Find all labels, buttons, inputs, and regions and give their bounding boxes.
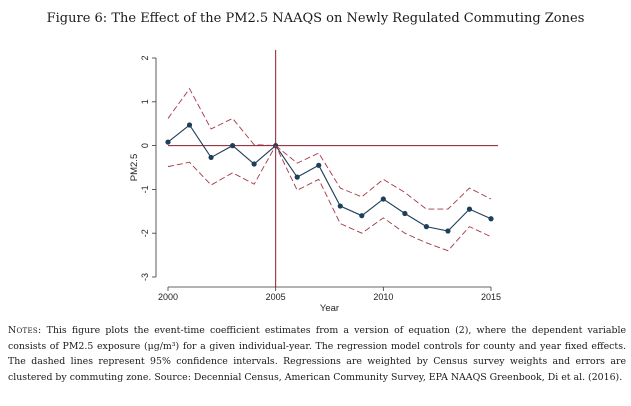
point-estimate — [186, 122, 193, 128]
axes: -3 -2 -1 0 1 2 2000 2005 2010 2015 — [140, 55, 501, 302]
y-axis-label: PM2.5 — [129, 154, 140, 181]
notes-text: This figure plots the event-time coeffic… — [8, 325, 626, 383]
point-estimate — [316, 162, 322, 168]
y-tick-label: -2 — [140, 229, 150, 237]
point-estimate — [208, 154, 214, 161]
y-tick-label: -3 — [140, 273, 150, 281]
point-estimate — [466, 206, 473, 212]
point-estimate — [165, 139, 171, 145]
y-tick-label: 1 — [140, 99, 150, 104]
point-estimate — [251, 161, 257, 167]
x-axis-label: Year — [320, 303, 339, 314]
point-estimate — [294, 174, 300, 180]
x-tick-label: 2005 — [266, 292, 286, 302]
y-tick-label: 2 — [140, 55, 150, 60]
x-tick-label: 2000 — [158, 292, 178, 302]
figure-title: Figure 6: The Effect of the PM2.5 NAAQS … — [46, 11, 585, 26]
point-estimate — [488, 216, 494, 222]
axis-labels: Year PM2.5 — [129, 154, 339, 314]
figure-notes: Notes: This figure plots the event-time … — [8, 323, 626, 385]
point-estimate — [337, 203, 343, 209]
series-upper-95-ci-line — [167, 87, 492, 210]
point-estimate — [380, 196, 386, 202]
y-tick-label: 0 — [140, 143, 150, 148]
point-estimate — [445, 228, 451, 234]
point-estimate — [402, 210, 408, 217]
series-lower-95-ci-line — [167, 144, 492, 252]
series-estimate-line — [167, 124, 492, 232]
y-tick-label: -1 — [140, 185, 150, 193]
notes-label: Notes: — [8, 325, 42, 336]
x-tick-label: 2010 — [373, 292, 393, 302]
point-estimate — [230, 143, 236, 149]
point-estimate — [359, 213, 365, 219]
point-estimate — [423, 224, 429, 230]
x-tick-label: 2015 — [481, 292, 501, 302]
reference-lines — [168, 50, 498, 287]
series-layer — [165, 87, 494, 252]
